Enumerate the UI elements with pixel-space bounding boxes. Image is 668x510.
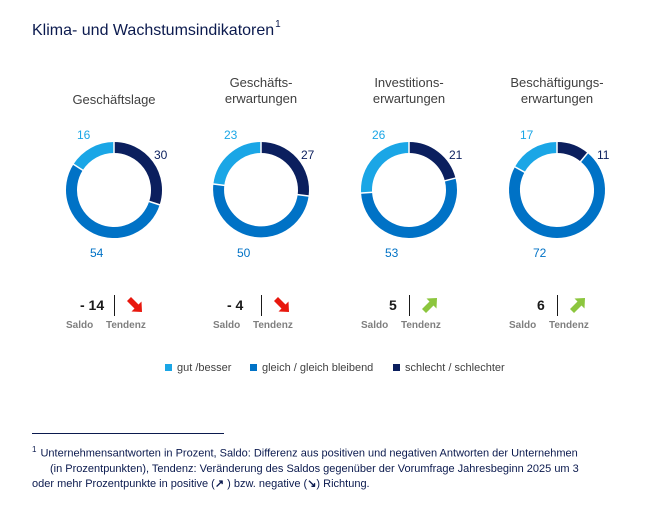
saldo-separator — [409, 295, 410, 316]
segment-gut — [73, 142, 115, 171]
saldo-separator — [261, 295, 262, 316]
legend-item: schlecht / schlechter — [393, 362, 505, 374]
saldo-label: Saldo — [509, 320, 537, 331]
title-footnote-marker: 1 — [275, 19, 281, 30]
tendenz-label: Tendenz — [253, 320, 293, 331]
panel-title-line: Geschäftslage — [72, 92, 156, 107]
panel-title-line: Geschäfts- — [229, 75, 293, 90]
legend-item: gleich / gleich bleibend — [250, 362, 373, 374]
footnote-line-3b: ) bzw. negative ( — [224, 477, 308, 490]
tendenz-down-arrow-icon — [274, 297, 289, 312]
saldo-value: - 14 — [80, 297, 105, 313]
value-label-gut: 17 — [520, 128, 534, 142]
segment-schlecht — [556, 142, 588, 162]
tendenz-down-arrow-icon — [127, 297, 142, 312]
legend-swatch — [250, 363, 257, 371]
value-label-gut: 26 — [372, 128, 386, 142]
saldo-value: 6 — [537, 297, 545, 313]
segment-gleich — [213, 184, 309, 238]
legend-label: gut /besser — [177, 362, 232, 374]
tendenz-label: Tendenz — [401, 320, 441, 331]
saldo-separator — [557, 295, 558, 316]
panel-title: Beschäftigungs-erwartungen — [482, 75, 632, 107]
panel-title: Geschäftslage — [39, 92, 189, 108]
value-label-schlecht: 30 — [154, 148, 168, 162]
footnote-line-3a: oder mehr Prozentpunkte in positive ( — [32, 477, 215, 490]
footnote-arrow-down-icon: ↘ — [307, 477, 317, 490]
legend-swatch — [165, 363, 172, 371]
panel-title-line: Beschäftigungs- — [510, 75, 604, 90]
segment-separator — [72, 163, 85, 172]
value-label-schlecht: 21 — [449, 148, 463, 162]
panel-title: Investitions-erwartungen — [334, 75, 484, 107]
value-label-gleich: 50 — [237, 246, 251, 260]
value-label-gleich: 72 — [533, 246, 547, 260]
saldo-value: - 4 — [227, 297, 244, 313]
legend-label: gleich / gleich bleibend — [262, 362, 374, 374]
panel-title: Geschäfts-erwartungen — [186, 75, 336, 107]
value-label-gut: 23 — [224, 128, 238, 142]
saldo-separator — [114, 295, 115, 316]
tendenz-label: Tendenz — [106, 320, 146, 331]
segment-gut — [514, 142, 558, 173]
donut-charts — [66, 141, 605, 239]
segment-separator — [148, 200, 161, 206]
value-label-schlecht: 11 — [597, 148, 610, 162]
legend-label: schlecht / schlechter — [405, 362, 505, 374]
footnote-line-3c: ) Richtung. — [316, 477, 370, 490]
value-label-gleich: 53 — [385, 246, 399, 260]
page-title: Klima- und Wachstumsindikatoren1 — [32, 19, 281, 40]
segment-schlecht — [113, 142, 162, 205]
saldo-value: 5 — [389, 297, 397, 313]
segment-separator — [513, 165, 526, 174]
panel-title-line: erwartungen — [224, 91, 298, 106]
panel-title-line: erwartungen — [372, 91, 446, 106]
footnote-line-2: (in Prozentpunkten), Tendenz: Veränderun… — [50, 462, 579, 475]
segment-gleich — [361, 178, 457, 238]
tendenz-up-arrow-icon — [570, 298, 585, 313]
saldo-label: Saldo — [66, 320, 94, 331]
value-label-schlecht: 27 — [301, 148, 315, 162]
segment-schlecht — [408, 142, 456, 182]
footnote-line-1: Unternehmensantworten in Prozent, Saldo:… — [40, 447, 578, 460]
segment-schlecht — [260, 142, 309, 197]
saldo-label: Saldo — [213, 320, 241, 331]
value-label-gut: 16 — [77, 128, 91, 142]
footnote: 1 Unternehmensantworten in Prozent, Saldo… — [32, 442, 642, 492]
legend-item: gut /besser — [165, 362, 231, 374]
tendenz-up-arrow-icon — [422, 298, 437, 313]
segment-separator — [579, 151, 589, 163]
footnote-divider — [32, 433, 224, 434]
saldo-label: Saldo — [361, 320, 389, 331]
tendenz-label: Tendenz — [549, 320, 589, 331]
footnote-arrow-up-icon: ↗ — [214, 477, 225, 490]
segment-separator — [360, 191, 374, 194]
segment-gut — [361, 142, 410, 194]
page-title-text: Klima- und Wachstumsindikatoren — [32, 22, 275, 39]
segment-gut — [213, 142, 262, 186]
segment-gleich — [509, 153, 605, 238]
panel-title-line: Investitions- — [374, 75, 444, 90]
segment-gleich — [66, 164, 160, 239]
segment-separator — [443, 177, 457, 182]
legend-swatch — [393, 363, 400, 371]
value-label-gleich: 54 — [90, 246, 104, 260]
segment-separator — [296, 193, 310, 197]
panel-title-line: erwartungen — [520, 91, 594, 106]
footnote-marker: 1 — [32, 445, 37, 454]
segment-separator — [212, 183, 226, 187]
